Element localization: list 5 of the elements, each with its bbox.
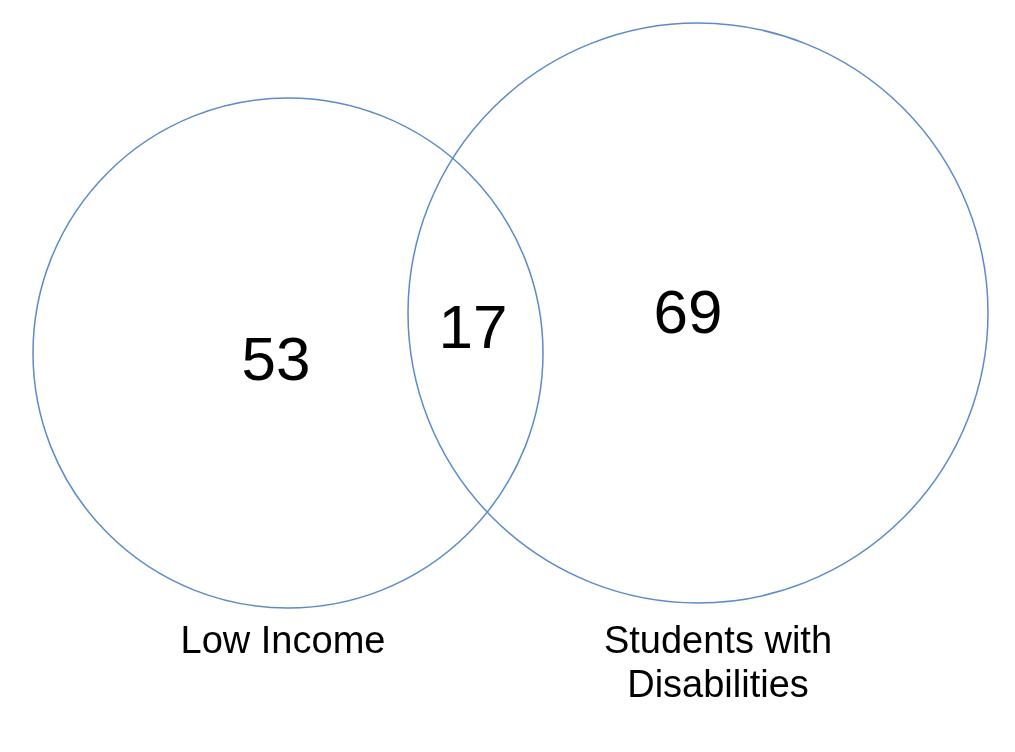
category-label: Students with Disabilities <box>603 619 833 705</box>
category-label: Low Income <box>180 619 386 661</box>
data-label: 17 <box>438 291 508 361</box>
data-label: 53 <box>241 323 311 393</box>
data-label: 69 <box>653 276 723 346</box>
